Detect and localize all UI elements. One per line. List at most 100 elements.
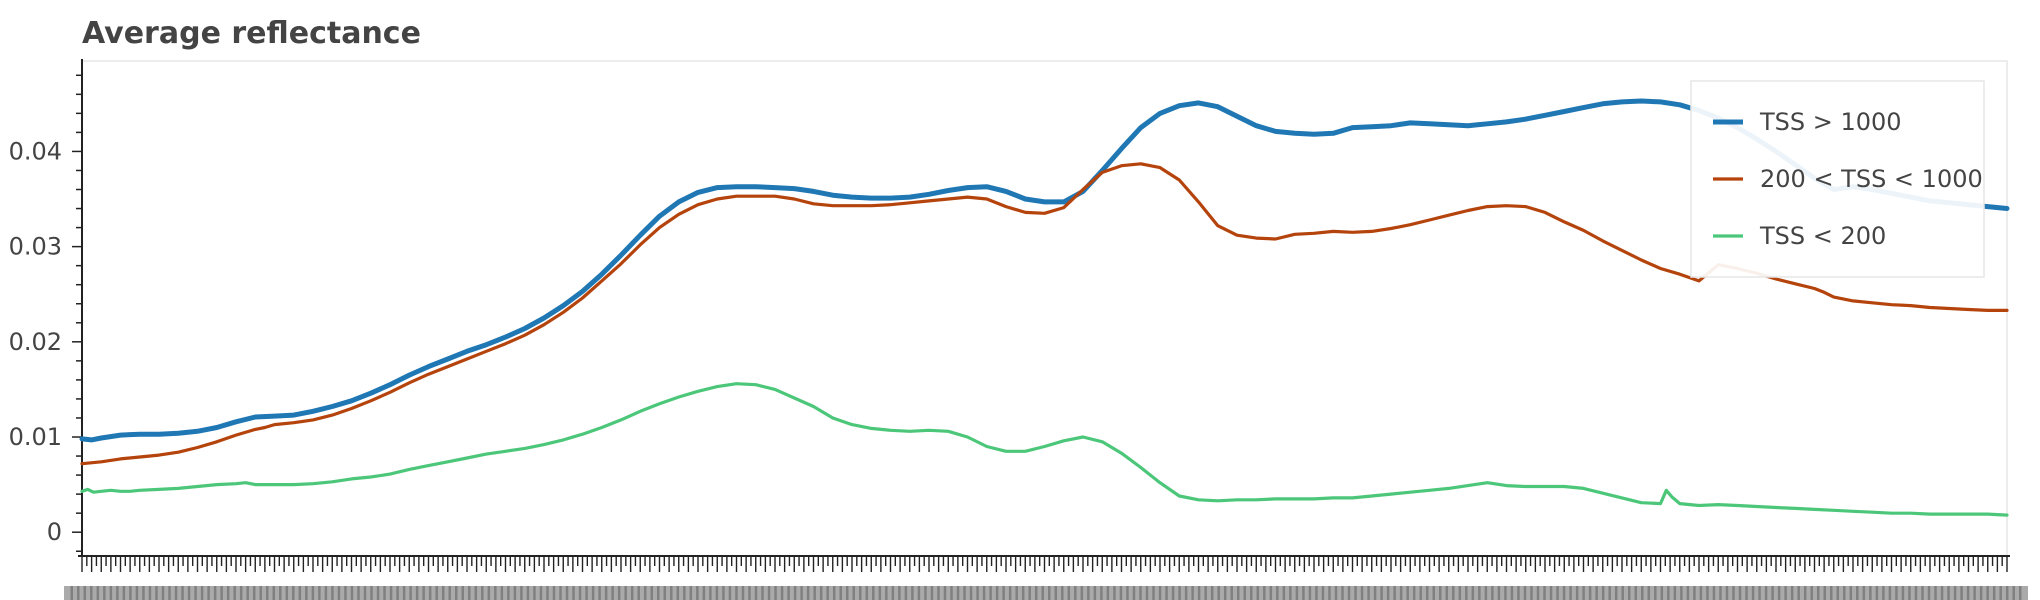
- x-tick-label-blur: [533, 586, 543, 600]
- x-tick-label-blur: [689, 586, 699, 600]
- x-tick-label-blur: [787, 586, 797, 600]
- x-tick-label-blur: [1478, 586, 1488, 600]
- x-tick-label-blur: [1517, 586, 1527, 600]
- x-tick-label-blur: [1992, 586, 2002, 600]
- x-axis-tick-labels: [64, 586, 2028, 600]
- x-tick-label-blur: [715, 586, 725, 600]
- x-tick-label-blur: [1484, 586, 1494, 600]
- x-tick-label-blur: [663, 586, 673, 600]
- x-tick-label-blur: [1667, 586, 1677, 600]
- x-tick-label-blur: [279, 586, 289, 600]
- x-tick-label-blur: [683, 586, 693, 600]
- x-tick-label-blur: [389, 586, 399, 600]
- x-tick-label-blur: [722, 586, 732, 600]
- x-tick-label-blur: [1523, 586, 1533, 600]
- x-tick-label-blur: [650, 586, 660, 600]
- x-tick-label-blur: [1536, 586, 1546, 600]
- x-tick-label-blur: [1530, 586, 1540, 600]
- x-tick-label-blur: [904, 586, 914, 600]
- x-tick-label-blur: [1080, 586, 1090, 600]
- x-tick-label-blur: [513, 586, 523, 600]
- y-tick-label: 0.03: [9, 233, 62, 261]
- x-tick-label-blur: [252, 586, 262, 600]
- x-tick-label-blur: [1425, 586, 1435, 600]
- x-tick-label-blur: [1067, 586, 1077, 600]
- x-tick-label-blur: [819, 586, 829, 600]
- x-tick-label-blur: [1934, 586, 1944, 600]
- x-tick-label-blur: [298, 586, 308, 600]
- x-tick-label-blur: [135, 586, 145, 600]
- legend: TSS > 1000 200 < TSS < 1000 TSS < 200: [1690, 80, 1985, 278]
- x-tick-label-blur: [1758, 586, 1768, 600]
- x-tick-label-blur: [1823, 586, 1833, 600]
- x-tick-label-blur: [272, 586, 282, 600]
- x-tick-label-blur: [989, 586, 999, 600]
- x-tick-label-blur: [1504, 586, 1514, 600]
- x-tick-label-blur: [969, 586, 979, 600]
- x-tick-label-blur: [1458, 586, 1468, 600]
- x-tick-label-blur: [1302, 586, 1312, 600]
- x-tick-label-blur: [409, 586, 419, 600]
- x-tick-label-blur: [937, 586, 947, 600]
- x-tick-label-blur: [885, 586, 895, 600]
- x-tick-label-blur: [1432, 586, 1442, 600]
- x-tick-label-blur: [266, 586, 276, 600]
- x-tick-label-blur: [1947, 586, 1957, 600]
- x-tick-label-blur: [995, 586, 1005, 600]
- x-tick-label-blur: [1777, 586, 1787, 600]
- x-tick-label-blur: [1054, 586, 1064, 600]
- x-tick-label-blur: [1595, 586, 1605, 600]
- x-tick-label-blur: [1953, 586, 1963, 600]
- x-tick-label-blur: [507, 586, 517, 600]
- x-tick-label-blur: [1386, 586, 1396, 600]
- x-tick-label-blur: [1491, 586, 1501, 600]
- x-tick-label-blur: [1621, 586, 1631, 600]
- x-tick-label-blur: [1347, 586, 1357, 600]
- legend-label: 200 < TSS < 1000: [1760, 165, 1983, 193]
- series-line-3: [80, 382, 2009, 517]
- x-tick-label-blur: [1634, 586, 1644, 600]
- x-tick-label-blur: [383, 586, 393, 600]
- x-tick-label-blur: [1315, 586, 1325, 600]
- x-tick-label-blur: [1745, 586, 1755, 600]
- x-tick-label-blur: [1380, 586, 1390, 600]
- x-tick-label-blur: [1119, 586, 1129, 600]
- x-tick-label-blur: [1647, 586, 1657, 600]
- x-tick-label-blur: [1184, 586, 1194, 600]
- x-tick-label-blur: [924, 586, 934, 600]
- x-tick-label-blur: [200, 586, 210, 600]
- x-tick-label-blur: [1295, 586, 1305, 600]
- x-tick-label-blur: [1237, 586, 1246, 600]
- x-tick-label-blur: [1034, 586, 1044, 600]
- x-tick-label-blur: [1875, 586, 1885, 600]
- x-tick-label-blur: [311, 586, 321, 600]
- x-tick-label-blur: [1869, 586, 1879, 600]
- x-tick-label-blur: [103, 586, 113, 600]
- x-tick-label-blur: [1087, 586, 1097, 600]
- x-tick-label-blur: [1263, 586, 1273, 600]
- x-tick-label-blur: [337, 586, 347, 600]
- x-tick-label-blur: [1888, 586, 1898, 600]
- x-tick-label-blur: [1139, 586, 1149, 600]
- x-tick-label-blur: [2005, 586, 2015, 600]
- x-tick-label-blur: [1549, 586, 1559, 600]
- x-tick-label-blur: [1830, 586, 1840, 600]
- x-tick-label-blur: [676, 586, 686, 600]
- x-tick-label-blur: [246, 586, 256, 600]
- legend-label: TSS > 1000: [1759, 108, 1902, 136]
- x-tick-label-blur: [735, 586, 745, 600]
- x-tick-label-blur: [259, 586, 269, 600]
- x-tick-label-blur: [83, 586, 93, 600]
- x-tick-label-blur: [396, 586, 406, 600]
- x-tick-label-blur: [1373, 586, 1383, 600]
- x-tick-label-blur: [1784, 586, 1794, 600]
- x-tick-label-blur: [318, 586, 328, 600]
- x-tick-label-blur: [657, 586, 667, 600]
- x-tick-label-blur: [1048, 586, 1058, 600]
- x-tick-label-blur: [1041, 586, 1051, 600]
- x-tick-label-blur: [1797, 586, 1807, 600]
- x-tick-label-blur: [872, 586, 882, 600]
- x-tick-label-blur: [1921, 586, 1931, 600]
- x-tick-label-blur: [1556, 586, 1566, 600]
